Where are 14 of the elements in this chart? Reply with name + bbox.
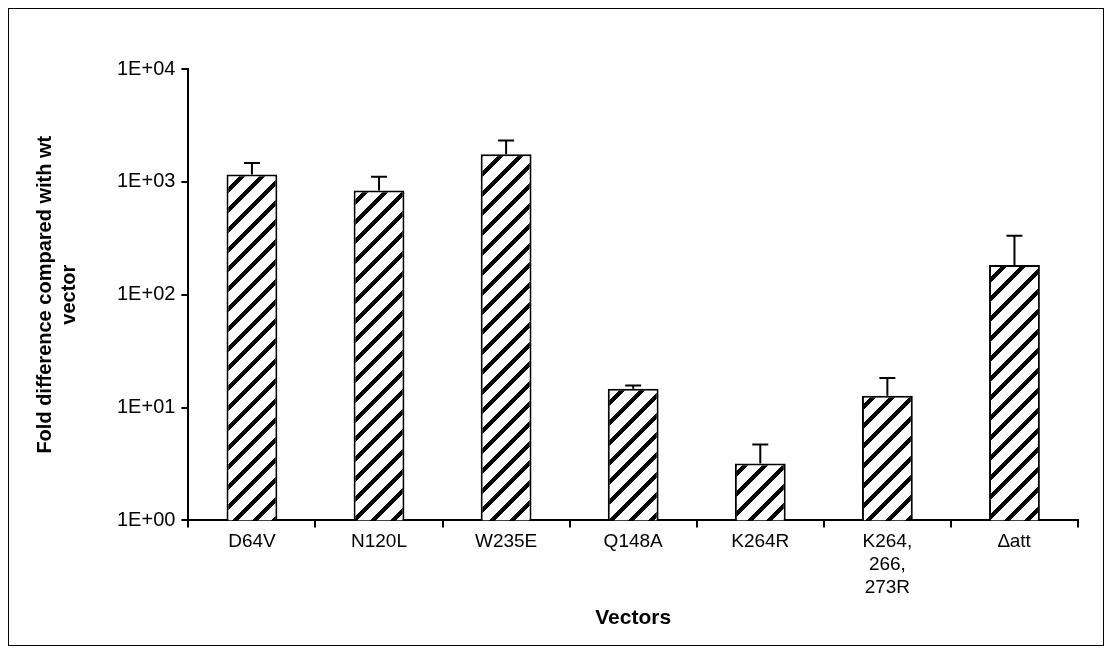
y-tick-label: 1E+02	[117, 282, 176, 305]
x-tick-label: K264, 266, 273R	[862, 530, 913, 597]
x-tick-label: Q148A	[603, 530, 664, 552]
x-tick-label: ∆att	[998, 530, 1032, 552]
x-tick-label: K264R	[731, 530, 790, 552]
y-tick-label: 1E+04	[117, 56, 176, 79]
y-axis-title: Fold difference compared with wt vector	[32, 135, 79, 454]
y-tick-label: 1E+00	[117, 507, 176, 530]
x-tick-label: D64V	[228, 530, 277, 552]
x-axis-title: Vectors	[595, 605, 672, 629]
y-tick-label: 1E+03	[117, 169, 176, 192]
y-tick-label: 1E+01	[117, 395, 176, 418]
x-tick-label: N120L	[351, 530, 408, 552]
x-tick-label: W235E	[474, 530, 538, 552]
